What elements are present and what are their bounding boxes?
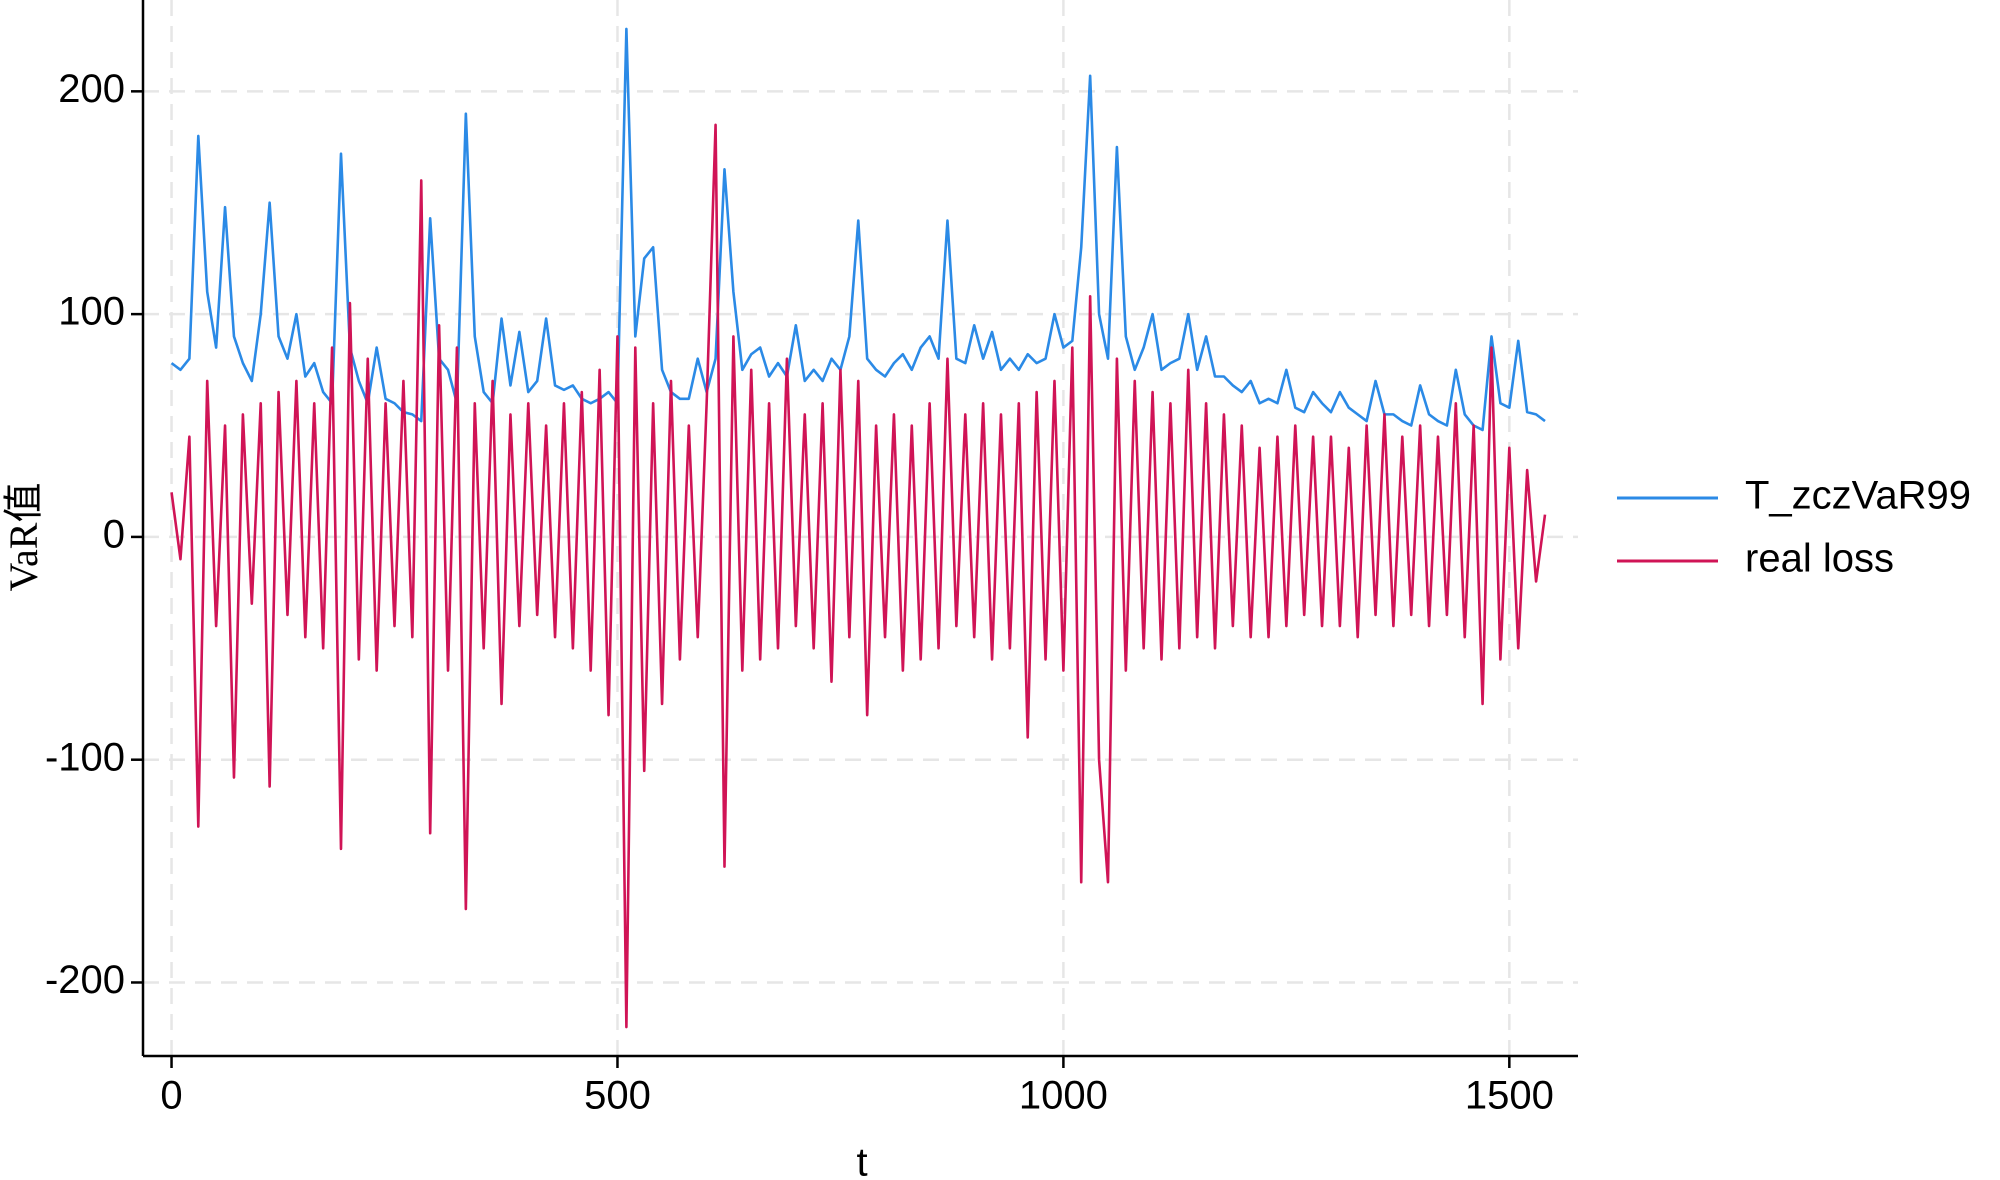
y-tick-label: -100 — [45, 735, 125, 779]
y-tick-label: 200 — [58, 67, 125, 111]
line-series — [170, 123, 1547, 1029]
legend-label: real loss — [1745, 537, 1894, 581]
y-tick-label: 0 — [103, 512, 125, 556]
line-series — [170, 27, 1546, 432]
x-tick-label: 1500 — [1465, 1074, 1554, 1118]
y-axis-label: VaR值 — [1, 483, 46, 592]
x-tick-label: 1000 — [1019, 1074, 1108, 1118]
x-tick-label: 500 — [584, 1074, 651, 1118]
y-tick-label: 100 — [58, 290, 125, 334]
legend-label: T_zczVaR99 — [1745, 474, 1971, 518]
y-tick-label: -200 — [45, 958, 125, 1002]
x-tick-label: 0 — [160, 1074, 182, 1118]
x-axis-label: t — [856, 1141, 867, 1180]
